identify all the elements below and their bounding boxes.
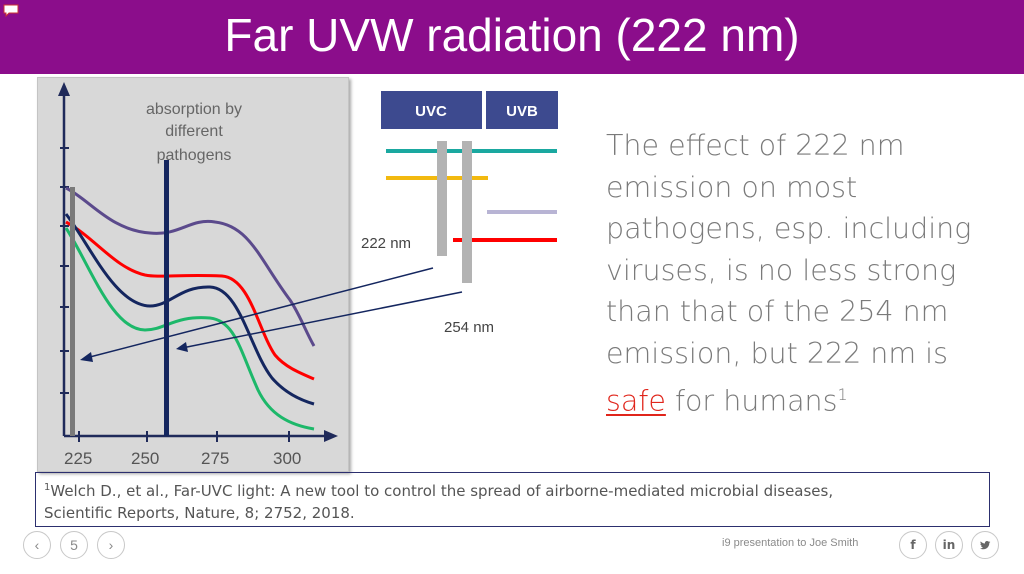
statement-line-7: safe for humans1: [606, 374, 1016, 422]
footnote-marker: 1: [837, 385, 848, 404]
linkedin-icon: in: [942, 538, 956, 552]
safe-highlight: safe: [606, 384, 666, 418]
label-222nm: 222 nm: [361, 235, 411, 252]
prev-slide-button[interactable]: ‹: [23, 531, 51, 559]
arrow-222nm: [85, 267, 434, 359]
chevron-left-icon: ‹: [34, 537, 40, 553]
statement-line-5: than that of the 254 nm: [606, 295, 949, 328]
band-uvb-label: UVB: [506, 103, 538, 120]
footnote-box: 1Welch D., et al., Far-UVC light: A new …: [35, 472, 990, 527]
chart-annotation-line1: absorption by: [146, 101, 242, 118]
absorption-curve-navy: [64, 213, 315, 406]
statement-line-1: The effect of 222 nm: [606, 129, 905, 162]
facebook-share-button[interactable]: f: [899, 531, 927, 559]
band-uvb-header: [486, 91, 558, 129]
next-slide-button[interactable]: ›: [97, 531, 125, 559]
chart-annotation-line2: different: [165, 123, 223, 140]
footnote-line-2: Scientific Reports, Nature, 8; 2752, 201…: [44, 504, 355, 522]
statement-text: The effect of 222 nm emission on most pa…: [606, 125, 1016, 422]
y-axis-arrow-icon: [58, 82, 70, 96]
spectrum-line-red: [453, 238, 557, 242]
twitter-icon: [980, 540, 991, 550]
linkedin-share-button[interactable]: in: [935, 531, 963, 559]
absorption-curve-green: [64, 227, 315, 431]
x-tick-label-250: 250: [131, 449, 159, 468]
absorption-curve-purple: [65, 186, 316, 347]
footnote-number: 1: [44, 482, 51, 493]
wavelength-bar-254: [462, 141, 472, 283]
title-bar: [0, 0, 1024, 74]
x-axis-arrow-icon: [324, 430, 338, 442]
x-tick-label-275: 275: [201, 449, 229, 468]
twitter-share-button[interactable]: [971, 531, 999, 559]
footnote-line-1: 1Welch D., et al., Far-UVC light: A new …: [44, 477, 981, 502]
label-254nm: 254 nm: [444, 319, 494, 336]
wavelength-bar-222: [437, 141, 447, 256]
comment-icon[interactable]: [3, 4, 19, 18]
arrow-254nm: [181, 291, 463, 349]
arrow-222nm-head-icon: [80, 352, 93, 362]
y-axis-ticks: [60, 147, 69, 394]
statement-line-3: pathogens, esp. including: [606, 212, 972, 245]
x-tick-label-225: 225: [64, 449, 92, 468]
band-uvc-header: [381, 91, 482, 129]
statement-line-7-rest: for humans: [665, 384, 838, 418]
facebook-icon: f: [910, 538, 916, 552]
band-uvc-label: UVC: [415, 103, 447, 120]
statement-line-2: emission on most: [606, 170, 858, 204]
spectrum-line-lavender: [487, 210, 557, 214]
presenter-label: i9 presentation to Joe Smith: [722, 537, 859, 549]
statement-line-4: viruses, is no less strong: [606, 253, 957, 287]
chevron-right-icon: ›: [108, 537, 114, 553]
arrow-254nm-head-icon: [176, 342, 188, 352]
statement-line-6: emission, but 222 nm is: [606, 336, 948, 370]
x-axis-ticks: [78, 431, 290, 442]
page-number-indicator[interactable]: 5: [60, 531, 88, 559]
chart-annotation-line3: pathogens: [157, 147, 232, 164]
emission-bar-222nm: [70, 187, 75, 436]
emission-bar-254nm: [164, 160, 169, 436]
footnote-line-1-text: Welch D., et al., Far-UVC light: A new t…: [50, 482, 834, 500]
page-number: 5: [70, 537, 78, 553]
x-tick-label-300: 300: [273, 449, 301, 468]
slide-title: Far UVW radiation (222 nm): [224, 9, 800, 61]
absorption-curve-red: [65, 220, 315, 381]
